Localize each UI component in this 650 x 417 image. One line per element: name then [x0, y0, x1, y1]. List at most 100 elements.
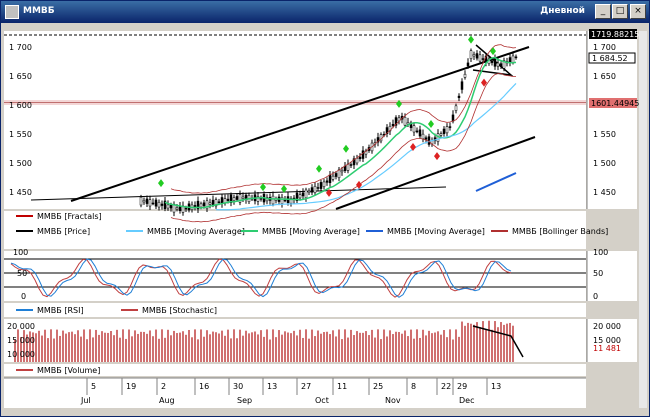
candle	[280, 197, 284, 204]
month-label: Jul	[80, 396, 91, 405]
osc-tick-right-1: 100	[593, 248, 608, 257]
fractal-marker	[260, 183, 266, 192]
candle	[256, 196, 260, 202]
day-label: 29	[457, 382, 467, 391]
time-axis: 5 19 2 16 30 13 27 11 25 8 22 29 13 Jul Aug Sep Oct Nov De…	[4, 377, 586, 405]
osc-tick-left-1: 100	[13, 248, 28, 257]
candle	[184, 207, 188, 210]
legend-stochastic: ММВБ [Stochastic]	[142, 306, 217, 315]
candle	[337, 169, 341, 178]
candle	[325, 180, 329, 183]
vol-tick-left-2: 15 000	[7, 336, 35, 345]
window-title: ММВБ	[23, 6, 55, 16]
month-label: Sep	[237, 396, 252, 405]
candle	[151, 202, 155, 205]
legend-price: ММВБ [Price]	[37, 227, 90, 236]
fractal-marker	[326, 188, 332, 197]
candle	[481, 58, 485, 60]
candle	[445, 126, 449, 134]
candle	[340, 170, 344, 173]
fractal-marker	[410, 142, 416, 151]
candle	[415, 130, 419, 133]
candle	[310, 187, 314, 193]
maximize-button[interactable]: □	[612, 4, 628, 19]
candle	[466, 62, 470, 67]
price-tick-right-2: 1 650	[593, 72, 616, 81]
osc-tick-right-2: 50	[593, 269, 603, 278]
minimize-button[interactable]: _	[595, 4, 611, 19]
candle	[499, 63, 503, 67]
price-tick-right-1: 1 700	[593, 43, 616, 52]
candle	[241, 196, 245, 199]
candle	[328, 174, 332, 184]
day-label: 13	[267, 382, 277, 391]
candle	[403, 117, 407, 126]
fractal-marker	[428, 120, 434, 129]
rsi-line	[10, 258, 512, 298]
day-label: 5	[91, 382, 96, 391]
candle	[361, 150, 365, 159]
volume-axis-bg	[587, 319, 637, 362]
price-tick-left-2: 1 650	[9, 72, 32, 81]
candle	[157, 202, 161, 208]
ma-long-segment	[475, 172, 517, 192]
legend-bollinger: ММВБ [Bollinger Bands]	[512, 227, 608, 236]
candle	[145, 198, 149, 204]
candle	[475, 53, 479, 59]
scrollbar[interactable]	[639, 31, 647, 408]
candle	[508, 57, 512, 63]
price-legend: ММВБ [Fractals] ММВБ [Price] ММВБ [Movin…	[16, 212, 608, 236]
vol-last-value: 11 481	[593, 344, 621, 353]
candle	[406, 122, 410, 125]
candle	[418, 129, 422, 137]
last-value-box	[588, 52, 636, 64]
legend-ma-2: ММВБ [Moving Average]	[262, 227, 360, 236]
volume-legend-bg	[4, 364, 586, 376]
price-tick-right-4: 1 550	[593, 130, 616, 139]
candle	[490, 60, 494, 63]
fractal-marker	[468, 35, 474, 44]
fractal-marker	[356, 180, 362, 189]
volume-trend-line	[472, 325, 524, 358]
day-label: 16	[199, 382, 209, 391]
candle	[442, 128, 446, 134]
bollinger-upper	[170, 44, 517, 194]
price-tick-right-6: 1 450	[593, 188, 616, 197]
candle	[232, 197, 236, 201]
candle	[436, 133, 440, 142]
candle	[139, 196, 143, 206]
vol-tick-right-1: 20 000	[593, 322, 621, 331]
candle	[334, 173, 338, 177]
last-value-label: 1 684.52	[592, 54, 628, 63]
candle	[304, 189, 308, 199]
candle	[235, 196, 239, 200]
time-axis-bg	[4, 378, 586, 408]
price-tick-right-5: 1 500	[593, 159, 616, 168]
fractal-marker	[316, 164, 322, 173]
candle	[217, 201, 221, 203]
osc-axis-bg	[587, 251, 637, 301]
day-label: 25	[373, 382, 383, 391]
legend-rsi: ММВБ [RSI]	[37, 306, 84, 315]
candle	[301, 192, 305, 197]
moving-average-green	[164, 56, 517, 209]
candle	[175, 207, 179, 210]
title-bar[interactable]: ММВБ Дневной _ □ ×	[1, 1, 649, 23]
osc-legend-bg	[4, 303, 586, 317]
day-label: 13	[491, 382, 501, 391]
vol-tick-left-1: 20 000	[7, 322, 35, 331]
candle	[460, 81, 464, 90]
osc-series	[10, 258, 512, 298]
candle	[196, 200, 200, 210]
month-label: Nov	[385, 396, 401, 405]
candle	[394, 117, 398, 126]
top-value-label: 1719.88215	[591, 30, 639, 39]
fractal-marker	[281, 184, 287, 193]
chart-area[interactable]: 1 700 1 650 1 600 1 550 1 500 1 450 1 70…	[1, 23, 649, 417]
fractal-marker	[158, 179, 164, 188]
volume-axis: 20 000 15 000 10 000 20 000 15 000 11 48…	[7, 319, 621, 362]
close-button[interactable]: ×	[630, 4, 646, 19]
triangle-pattern	[472, 44, 514, 77]
lower-trend-line	[335, 136, 536, 210]
